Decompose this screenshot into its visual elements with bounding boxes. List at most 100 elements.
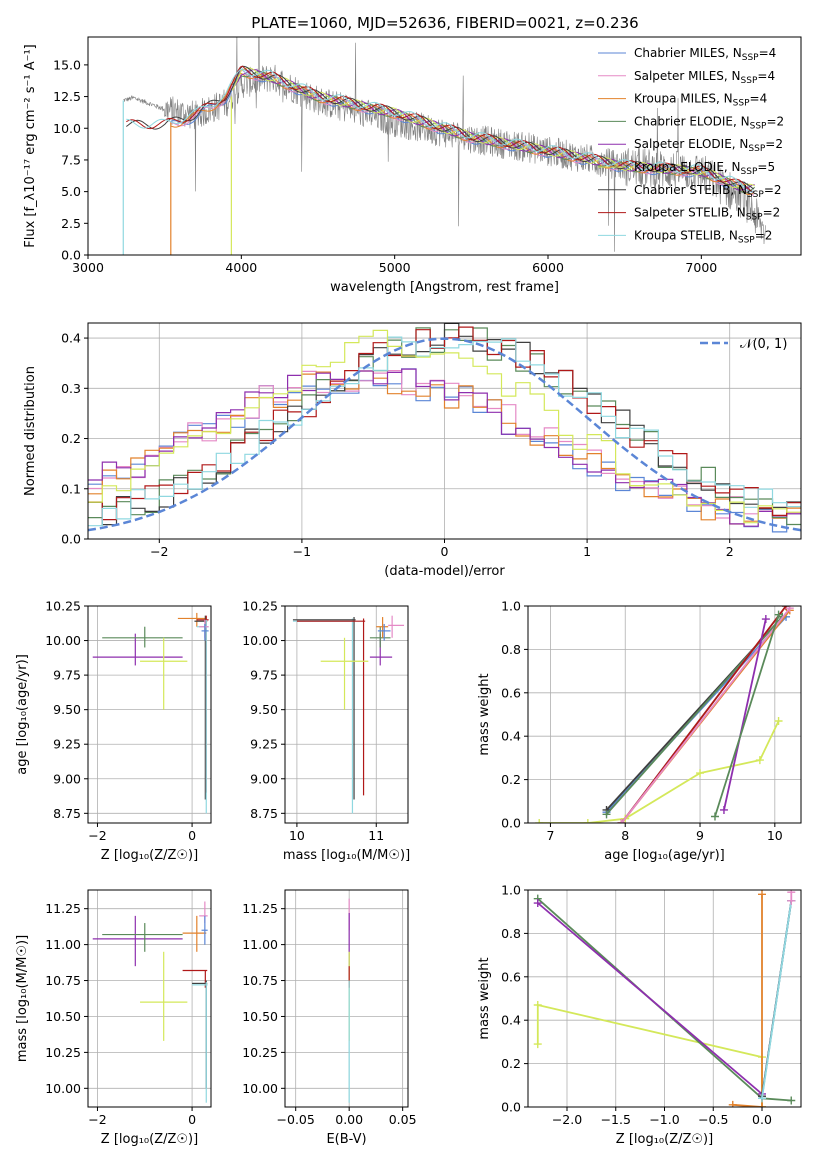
weight-marker: [533, 899, 542, 908]
y-tick-label: 10.00: [242, 633, 278, 648]
x-tick-label: −2: [150, 544, 168, 559]
normal-reference-curve: [88, 337, 801, 532]
x-tick-label: 3000: [72, 260, 104, 275]
x-tick-label: −2: [88, 828, 106, 843]
weight-line: [539, 720, 780, 823]
x-axis-label: Z [log₁₀(Z/Z☉)]: [616, 1132, 713, 1147]
y-tick-label: 1.0: [501, 883, 521, 898]
x-tick-label: −0.05: [277, 1112, 315, 1127]
spectrum-legend: Chabrier MILES, NSSP=4 Salpeter MILES, NS…: [598, 46, 784, 245]
x-tick-label: 2: [726, 544, 734, 559]
axes-frame: [87, 36, 802, 256]
y-tick-label: 9.00: [53, 771, 81, 786]
legend-entry: Kroupa ELODIE, NSSP=5: [634, 160, 775, 177]
weight-marker: [787, 890, 796, 897]
y-axis-label: mass [log₁₀(M/M☉)]: [15, 935, 30, 1062]
axes-frame: [87, 889, 212, 1108]
y-tick-label: 12.5: [53, 89, 81, 104]
y-tick-label: 10.25: [45, 1045, 81, 1060]
axes-frame: [87, 605, 212, 824]
plot-area: [535, 606, 794, 823]
panel-mass_vs_ebv: −0.05 0.00 0.05 10.00 10.25 10.50 10.75 11.00 11…: [242, 889, 417, 1147]
weight-marker: [774, 717, 783, 726]
grid: [528, 889, 801, 1108]
y-tick-label: 5.0: [61, 184, 81, 199]
y-tick-label: 0.8: [501, 926, 521, 941]
weight-marker: [761, 615, 770, 624]
x-tick-label: −2.0: [552, 1112, 582, 1127]
axes-frame: [527, 605, 802, 824]
x-axis-label: wavelength [Angstrom, rest frame]: [330, 280, 559, 295]
weight-marker: [774, 610, 783, 619]
legend-entry: Chabrier MILES, NSSP=4: [634, 46, 776, 63]
weight-line: [537, 902, 763, 1095]
y-tick-label: 0.0: [61, 532, 81, 547]
x-tick-label: 0: [188, 828, 196, 843]
x-tick-label: 10: [289, 828, 305, 843]
weight-line: [732, 894, 763, 1107]
weight-marker: [785, 606, 794, 613]
histogram-step: [88, 368, 801, 527]
y-tick-label: 0.0: [501, 1100, 521, 1115]
histogram-step: [88, 336, 801, 527]
y-axis-label: Flux [f_λ10⁻¹⁷ erg cm⁻² s⁻¹ A⁻¹]: [23, 44, 38, 248]
model-spectrum-line: [126, 65, 754, 193]
weight-line: [761, 900, 793, 1099]
weight-marker: [758, 1103, 766, 1107]
grid: [528, 605, 801, 824]
legend-entry: Salpeter MILES, NSSP=4: [634, 69, 775, 86]
y-tick-label: 0.0: [61, 248, 81, 263]
y-tick-label: 9.50: [250, 702, 278, 717]
y-tick-label: 10.25: [45, 599, 81, 614]
legend-entry: Chabrier ELODIE, NSSP=2: [634, 114, 784, 131]
y-tick-label: 10.00: [45, 633, 81, 648]
grid: [285, 605, 408, 823]
y-tick-label: 0.3: [61, 381, 81, 396]
plot-area: [122, 37, 766, 255]
weight-marker: [755, 756, 764, 765]
grid: [285, 890, 408, 1107]
x-axis-label: (data-model)/error: [384, 564, 505, 579]
legend-entry: Salpeter STELIB, NSSP=2: [634, 206, 780, 223]
panel-mass_vs_Z: −2 0 10.00 10.25 10.50 10.75 11.00 11.25 Z [log₁…: [15, 889, 212, 1147]
panel-age_vs_Z: −2 0 8.75 9.00 9.25 9.50 9.75 10.00 10.25 Z [log₁…: [15, 599, 212, 863]
y-tick-label: 11.00: [45, 937, 81, 952]
panel-residual_histogram: −2 −1 0 1 2 0.0 0.1 0.2 0.3 0.4 (data-model)/error…: [23, 322, 802, 579]
legend-entry: Kroupa STELIB, NSSP=2: [634, 228, 772, 245]
panels: 3000 4000 5000 6000 70000.02.55.07.510.012.5…: [15, 36, 802, 1147]
x-tick-label: 9: [696, 828, 704, 843]
panel-age_vs_mass: 10 11 8.75 9.00 9.25 9.50 9.75 10.00 10.25 mass […: [242, 599, 410, 864]
y-tick-label: 11.25: [242, 901, 278, 916]
panel-weight_vs_Z: −2.0 −1.5 −1.0 −0.5 0.0 0.0 0.2 0.4 0.6 0.8 1.0 Z […: [477, 883, 802, 1147]
x-tick-label: 8: [621, 828, 629, 843]
figure-title: PLATE=1060, MJD=52636, FIBERID=0021, z=0…: [251, 14, 638, 32]
weight-marker: [696, 769, 705, 778]
x-tick-label: −1.0: [649, 1112, 679, 1127]
y-axis-label: mass weight: [477, 673, 492, 755]
x-tick-label: −1: [293, 544, 311, 559]
model-spectrum-line: [126, 65, 755, 190]
weight-marker: [787, 896, 796, 905]
x-tick-label: 11: [368, 828, 384, 843]
y-tick-label: 9.75: [250, 668, 278, 683]
y-tick-label: 0.6: [501, 969, 521, 984]
model-spectrum-line: [126, 68, 754, 193]
y-tick-label: 10.50: [242, 1009, 278, 1024]
x-axis-label: E(B-V): [326, 1132, 366, 1147]
y-tick-label: 0.4: [501, 729, 521, 744]
weight-line: [620, 607, 791, 823]
y-tick-label: 8.75: [250, 806, 278, 821]
y-tick-label: 11.00: [242, 937, 278, 952]
weight-line: [723, 618, 767, 811]
weight-marker: [787, 1096, 796, 1105]
x-axis-label: Z [log₁₀(Z/Z☉)]: [101, 1132, 198, 1147]
panel-spectrum: 3000 4000 5000 6000 7000 0.0 2.5 5.0 7.5 10.0 12.5…: [23, 36, 802, 295]
weight-marker: [758, 890, 766, 899]
histogram-step: [88, 326, 801, 521]
plot-area: [92, 901, 208, 1103]
x-tick-label: 1: [583, 544, 591, 559]
weight-marker: [719, 805, 728, 814]
x-tick-label: 7: [546, 828, 554, 843]
x-tick-label: 0.0: [752, 1112, 772, 1127]
y-tick-label: 9.25: [53, 737, 81, 752]
